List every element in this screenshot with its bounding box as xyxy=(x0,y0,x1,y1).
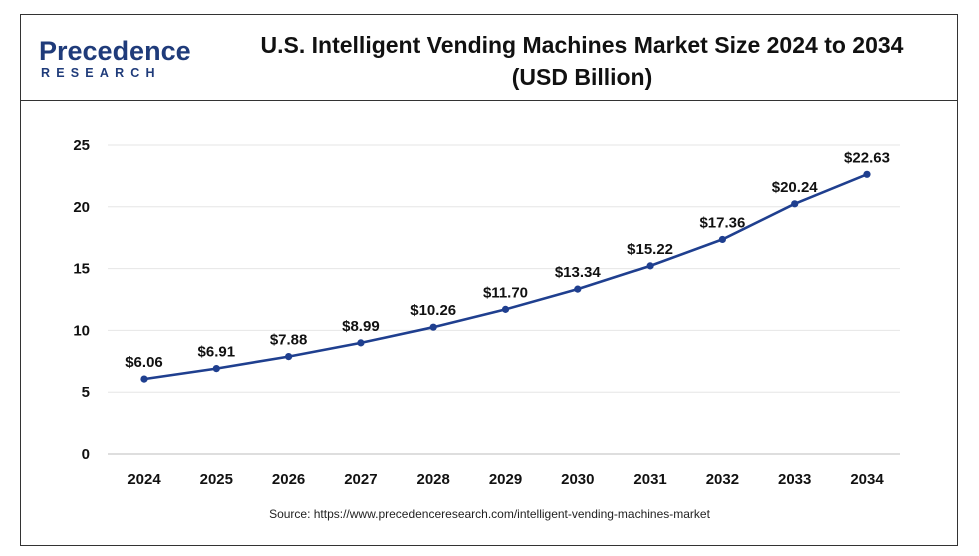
data-label-2029: $11.70 xyxy=(483,284,528,301)
x-tick-label-2025: 2025 xyxy=(200,471,233,488)
data-point-2027 xyxy=(357,339,365,347)
data-label-2025: $6.91 xyxy=(198,344,236,361)
x-tick-label-2032: 2032 xyxy=(706,471,739,488)
data-label-2032: $17.36 xyxy=(699,214,745,231)
chart-frame: Precedence RESEARCH U.S. Intelligent Ven… xyxy=(20,14,958,546)
data-label-2027: $8.99 xyxy=(342,318,380,335)
data-label-2024: $6.06 xyxy=(125,354,163,371)
x-tick-label-2033: 2033 xyxy=(778,471,811,488)
x-tick-label-2026: 2026 xyxy=(272,471,305,488)
data-point-2033 xyxy=(791,200,799,208)
chart-title: U.S. Intelligent Vending Machines Market… xyxy=(221,29,943,93)
y-tick-label-4: 20 xyxy=(73,199,90,216)
chart-title-line-2: (USD Billion) xyxy=(511,64,653,90)
data-label-2031: $15.22 xyxy=(627,241,673,258)
logo-name-bottom: RESEARCH xyxy=(41,66,161,80)
precedence-research-logo: Precedence RESEARCH xyxy=(39,37,191,80)
chart-header: Precedence RESEARCH U.S. Intelligent Ven… xyxy=(21,15,957,101)
logo-name-top: Precedence xyxy=(39,36,191,66)
y-tick-label-2: 10 xyxy=(73,322,90,339)
data-point-2025 xyxy=(212,364,220,373)
y-tick-label-0: 0 xyxy=(82,446,90,463)
data-point-2034 xyxy=(863,170,871,178)
x-tick-label-2029: 2029 xyxy=(489,471,522,488)
series-line xyxy=(142,173,869,381)
x-tick-label-2027: 2027 xyxy=(344,471,377,488)
data-point-2032 xyxy=(718,235,727,244)
y-tick-label-3: 15 xyxy=(73,261,90,278)
y-tick-label-5: 25 xyxy=(73,137,90,154)
y-tick-label-1: 5 xyxy=(82,384,90,401)
data-label-2028: $10.26 xyxy=(410,302,456,319)
data-point-2024 xyxy=(140,375,148,383)
data-point-2030 xyxy=(574,285,582,293)
data-label-2026: $7.88 xyxy=(270,332,308,349)
chart-title-line-1: U.S. Intelligent Vending Machines Market… xyxy=(260,32,904,58)
data-point-2028 xyxy=(429,323,437,331)
data-label-2030: $13.34 xyxy=(555,264,602,281)
data-label-2034: $22.63 xyxy=(844,149,890,166)
x-tick-label-2031: 2031 xyxy=(633,471,666,488)
data-point-2031 xyxy=(646,262,654,270)
data-point-2026 xyxy=(285,353,293,361)
data-point-2029 xyxy=(501,305,510,313)
x-tick-label-2024: 2024 xyxy=(127,471,161,488)
data-label-2033: $20.24 xyxy=(772,179,819,196)
x-tick-label-2034: 2034 xyxy=(850,471,884,488)
x-tick-label-2030: 2030 xyxy=(561,471,594,488)
x-tick-label-2028: 2028 xyxy=(417,471,450,488)
source-note: Source: https://www.precedenceresearch.c… xyxy=(269,507,710,521)
